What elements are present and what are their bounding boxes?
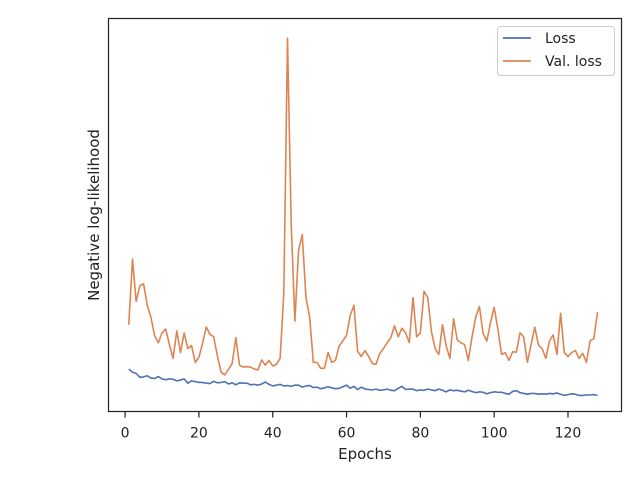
legend-label-val-loss: Val. loss — [545, 54, 602, 70]
legend-label-loss: Loss — [545, 31, 576, 47]
x-tick-label-20: 20 — [190, 426, 208, 442]
x-tick-label-100: 100 — [481, 426, 508, 442]
legend: Loss Val. loss — [497, 26, 615, 76]
x-tick-label-40: 40 — [264, 426, 282, 442]
series-layer — [128, 37, 599, 397]
x-tick-label-0: 0 — [121, 426, 130, 442]
x-tick-label-80: 80 — [411, 426, 429, 442]
y-axis-label: Negative log-likelihood — [85, 129, 103, 301]
x-tick-label-60: 60 — [338, 426, 356, 442]
series-line-val-loss — [128, 37, 599, 376]
x-axis-label: Epochs — [338, 445, 392, 463]
plot-frame — [107, 17, 623, 413]
series-line-loss — [128, 368, 598, 397]
x-tick-label-120: 120 — [555, 426, 582, 442]
x-axis-ticks: 0 20 40 60 80 100 120 — [121, 411, 582, 442]
